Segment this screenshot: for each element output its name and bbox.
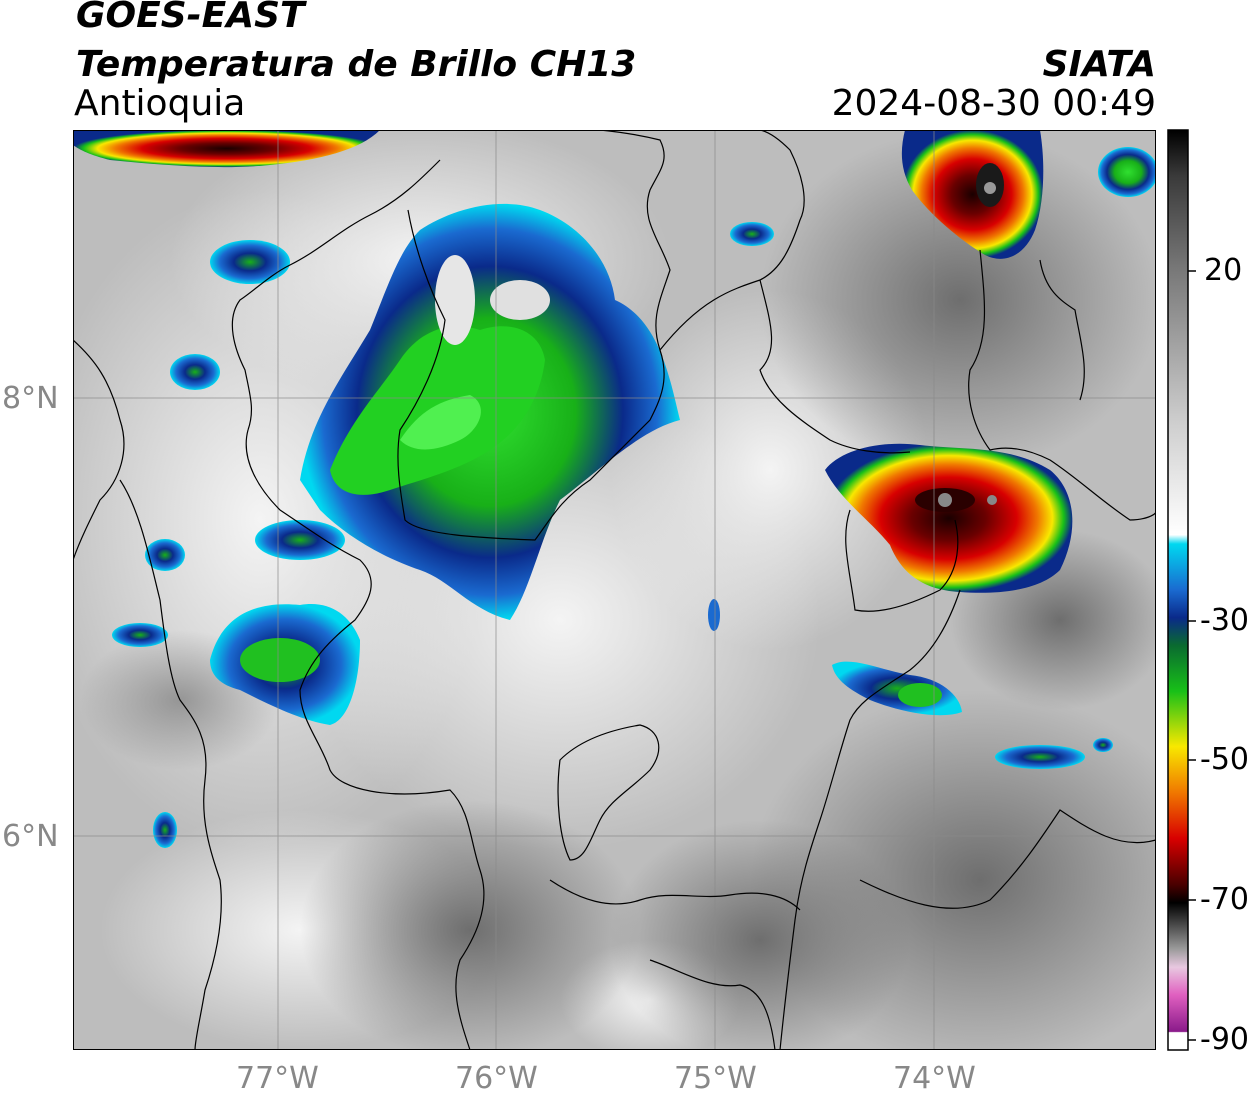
lon-label-76w: 76°W bbox=[455, 1061, 538, 1096]
colorbar-tick-minus50: -50 bbox=[1200, 742, 1249, 777]
product-title: Temperatura de Brillo CH13 bbox=[76, 44, 637, 85]
colorbar-tick-minus90: -90 bbox=[1200, 1022, 1249, 1057]
lon-label-77w: 77°W bbox=[236, 1061, 319, 1096]
satellite-image bbox=[73, 130, 1156, 1050]
lon-label-75w: 75°W bbox=[674, 1061, 757, 1096]
satellite-title: GOES-EAST bbox=[76, 0, 305, 36]
lon-label-74w: 74°W bbox=[893, 1061, 976, 1096]
colorbar-tick-20: 20 bbox=[1204, 253, 1243, 288]
region-label: Antioquia bbox=[74, 83, 246, 124]
colorbar-tick-minus70: -70 bbox=[1200, 882, 1249, 917]
colorbar bbox=[1167, 129, 1196, 1051]
lat-label-6n: 6°N bbox=[2, 819, 59, 854]
agency-label: SIATA bbox=[1042, 44, 1156, 85]
lat-label-8n: 8°N bbox=[2, 381, 59, 416]
datetime-label: 2024-08-30 00:49 bbox=[831, 83, 1156, 124]
colorbar-tick-minus30: -30 bbox=[1200, 603, 1249, 638]
